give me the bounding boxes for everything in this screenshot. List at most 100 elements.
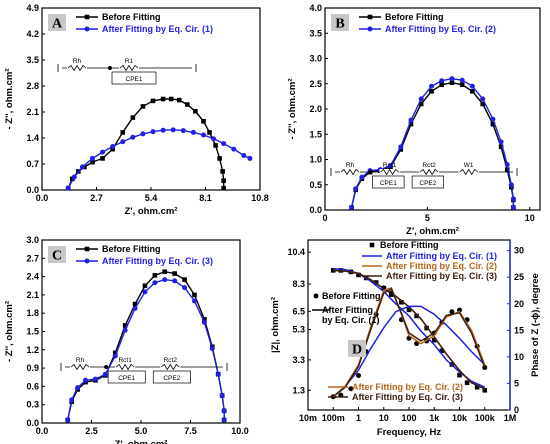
x-tick-label: 100 xyxy=(401,413,416,423)
after-point xyxy=(201,319,207,325)
y-tick-label: 0.9 xyxy=(26,363,39,373)
after-point xyxy=(418,96,424,102)
x-tick-label: 10m xyxy=(299,413,317,423)
legend-after-label: After Fitting by Eq. Cir. (1) xyxy=(102,24,213,34)
before-point xyxy=(69,176,75,182)
circuit-label-cpe1: CPE1 xyxy=(380,180,397,187)
before-point xyxy=(120,130,126,135)
legend-top-label: After Fitting by Eq. Cir. (2) xyxy=(386,261,497,271)
series-before-line xyxy=(350,81,515,208)
before-point xyxy=(152,273,158,278)
legend-left-fit-label-2: by Eq. Cir. (1) xyxy=(322,315,380,325)
resistor-gap xyxy=(119,65,139,71)
x-tick-label: 1M xyxy=(504,413,517,423)
after-point xyxy=(388,163,394,169)
panel-letter-box xyxy=(48,246,66,263)
y-tick-label: 0.5 xyxy=(309,180,322,190)
y2-tick-label: 30 xyxy=(514,246,524,256)
after-point xyxy=(142,289,148,295)
legend-left-before-marker xyxy=(313,293,319,299)
legend-after-marker xyxy=(84,26,90,32)
y-tick-label: 0.0 xyxy=(309,205,322,215)
after-point xyxy=(398,144,404,150)
after-point xyxy=(510,204,516,210)
before-point xyxy=(122,323,128,328)
y-tick-label: 2.5 xyxy=(309,79,322,89)
panel-letter: A xyxy=(52,17,63,32)
resistor-gap xyxy=(419,169,440,175)
after-point xyxy=(182,285,188,291)
modulus-before-point xyxy=(414,313,419,319)
phase-fit-line xyxy=(332,287,486,398)
y-tick-label: 4.9 xyxy=(26,3,39,13)
before-point xyxy=(140,104,146,109)
after-point xyxy=(215,371,221,377)
y2-tick-label: 10 xyxy=(514,352,524,362)
before-point xyxy=(132,301,138,307)
circuit-label-cpe1: CPE1 xyxy=(118,375,135,382)
before-point xyxy=(142,283,148,289)
before-point xyxy=(221,178,226,184)
resistor-gap xyxy=(67,65,87,71)
after-point xyxy=(221,141,227,147)
resistor-symbol xyxy=(380,168,399,176)
series-before-line xyxy=(67,98,225,189)
circuit-node xyxy=(108,66,112,70)
legend-top-before-marker xyxy=(369,242,375,248)
after-point xyxy=(221,408,227,414)
panel-letter: B xyxy=(335,17,344,32)
before-point xyxy=(449,80,455,86)
after-point xyxy=(120,139,126,145)
resistor-symbol xyxy=(119,64,139,72)
modulus-before-point xyxy=(482,387,488,393)
y-tick-label: 2.0 xyxy=(309,104,322,114)
after-point xyxy=(200,132,206,138)
x-tick-label: 5.0 xyxy=(135,426,148,436)
after-point xyxy=(71,174,77,180)
circuit-label-r1: R1 xyxy=(125,58,134,65)
before-point xyxy=(429,89,434,94)
cpe-loop xyxy=(152,370,191,384)
y2-tick-label: 0 xyxy=(514,405,519,415)
cpe-loop xyxy=(111,71,157,85)
after-point xyxy=(231,146,237,152)
x-tick-label: 10 xyxy=(525,213,535,223)
cpe-loop xyxy=(372,175,405,189)
before-point xyxy=(162,269,168,275)
circuit-label-rct1: Rct1 xyxy=(118,357,132,364)
legend-before-marker xyxy=(84,14,90,20)
after-point xyxy=(83,377,89,383)
after-point xyxy=(110,144,116,150)
x-axis-label: Z', ohm.cm² xyxy=(406,226,459,237)
resistor-symbol xyxy=(115,363,135,371)
circuit-label-w1: W1 xyxy=(464,162,474,169)
panel-letter-box xyxy=(331,14,349,31)
after-point xyxy=(112,353,118,359)
before-point xyxy=(408,121,414,127)
x-tick-label: 10.8 xyxy=(251,193,269,203)
legend-before-label: Before Fitting xyxy=(385,12,444,22)
y-tick-label: 1.3 xyxy=(292,385,305,395)
y-tick-label: 3.5 xyxy=(309,28,322,38)
before-point xyxy=(498,144,504,150)
y-tick-label: 2.1 xyxy=(26,290,39,300)
circuit-node xyxy=(368,170,373,174)
panel-letter: C xyxy=(52,249,62,264)
y-tick-label: 1.2 xyxy=(26,345,39,355)
after-point xyxy=(79,164,85,170)
modulus-before-point xyxy=(439,348,445,354)
x-axis-label: Z', ohm.cm² xyxy=(125,206,178,217)
x-tick-label: 8.1 xyxy=(199,193,212,203)
circuit-label-rh: Rh xyxy=(346,162,355,169)
before-point xyxy=(100,156,105,161)
y-tick-label: 1.5 xyxy=(309,129,322,139)
y-axis-label: |Z|, ohm.cm² xyxy=(270,297,281,353)
legend-after-marker xyxy=(367,26,373,32)
legend-after-label: After Fitting by Eq. Cir. (2) xyxy=(385,24,496,34)
y-tick-label: 2.4 xyxy=(26,272,39,282)
before-point xyxy=(182,277,187,282)
y-tick-label: 1.5 xyxy=(26,327,39,337)
after-point xyxy=(219,393,225,399)
resistor-gap xyxy=(115,364,136,370)
